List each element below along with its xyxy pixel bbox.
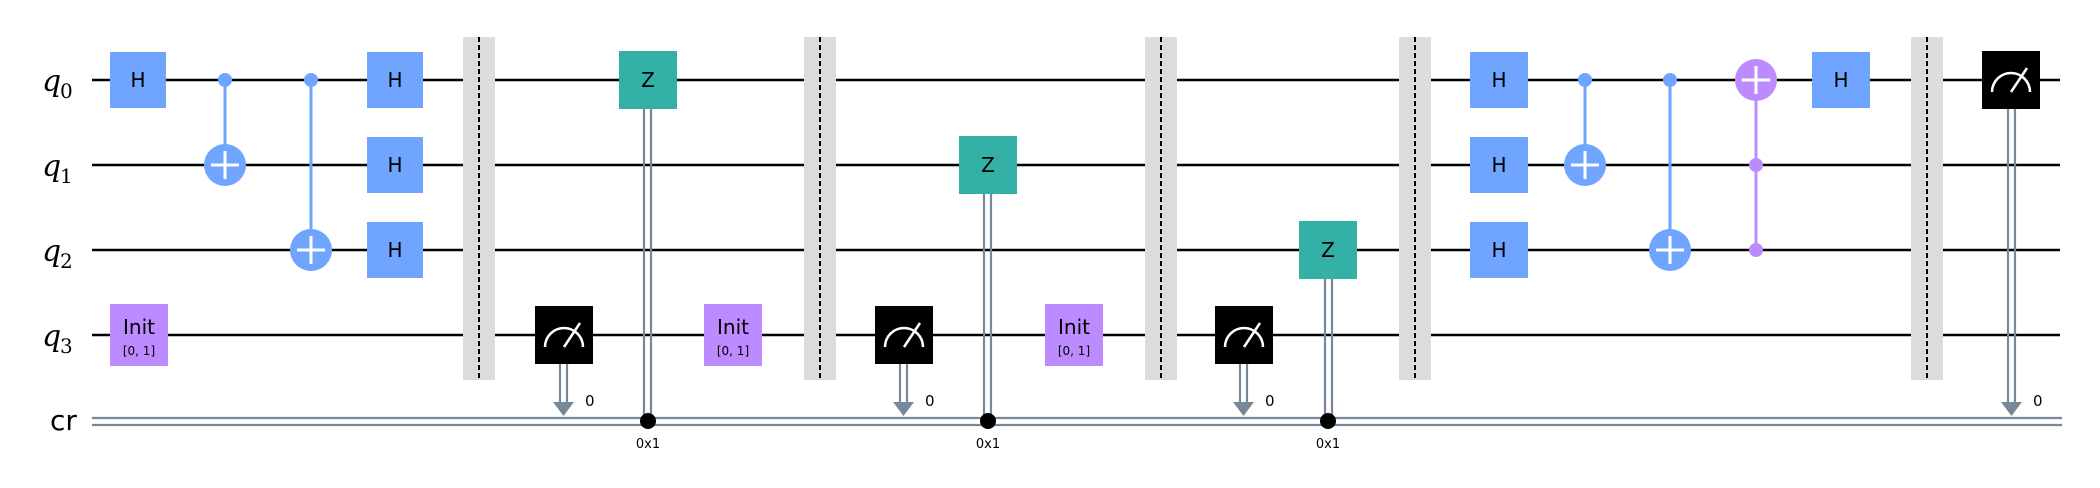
svg-text:0: 0 bbox=[2033, 392, 2043, 410]
qubit-label-q2-name: q bbox=[42, 234, 61, 269]
barrier-2 bbox=[804, 37, 836, 380]
cnot-q0-q2-2 bbox=[1649, 73, 1691, 271]
qubit-label-q2-index: 2 bbox=[60, 249, 73, 273]
svg-text:0x1: 0x1 bbox=[1316, 437, 1340, 452]
svg-text:H: H bbox=[1491, 238, 1506, 262]
qubit-label-q1-name: q bbox=[42, 149, 61, 184]
measure-q3-1: 0 bbox=[535, 306, 595, 416]
h-gate-q0-2: H bbox=[367, 52, 423, 108]
cnot-q0-q1-1 bbox=[204, 73, 246, 186]
svg-text:H: H bbox=[130, 68, 145, 92]
qubit-label-q3-index: 3 bbox=[60, 334, 73, 358]
qubit-label-q0-index: 0 bbox=[60, 79, 73, 103]
svg-text:H: H bbox=[387, 238, 402, 262]
classical-register-label: cr bbox=[50, 404, 77, 437]
svg-text:Z: Z bbox=[981, 153, 995, 177]
h-gate-q2-2: H bbox=[1470, 222, 1528, 278]
barrier-4 bbox=[1399, 37, 1431, 380]
barrier-1 bbox=[463, 37, 495, 380]
conditional-z-q0: Z 0x1 bbox=[619, 51, 677, 452]
svg-text:H: H bbox=[1833, 68, 1848, 92]
qubit-label-q3: q 3 bbox=[42, 319, 73, 358]
svg-text:[0, 1]: [0, 1] bbox=[1058, 344, 1090, 358]
h-gate-q1-1: H bbox=[367, 137, 423, 193]
init-gate-q3-1: Init [0, 1] bbox=[110, 304, 168, 366]
h-gate-q0-1: H bbox=[110, 52, 166, 108]
svg-text:[0, 1]: [0, 1] bbox=[123, 344, 155, 358]
qubit-label-q1: q 1 bbox=[42, 149, 73, 188]
h-gate-q2-1: H bbox=[367, 222, 423, 278]
svg-text:0: 0 bbox=[925, 392, 935, 410]
qubit-label-q0: q 0 bbox=[42, 64, 73, 103]
qubit-label-q3-name: q bbox=[42, 319, 61, 354]
measure-q3-3: 0 bbox=[1215, 306, 1275, 416]
measure-q0-final: 0 bbox=[1982, 51, 2043, 416]
svg-text:[0, 1]: [0, 1] bbox=[717, 344, 749, 358]
svg-text:Z: Z bbox=[641, 68, 655, 92]
measure-q3-2: 0 bbox=[875, 306, 935, 416]
svg-text:Z: Z bbox=[1321, 238, 1335, 262]
conditional-z-q1: Z 0x1 bbox=[959, 136, 1017, 452]
svg-text:0: 0 bbox=[1265, 392, 1275, 410]
toffoli-q1-q2-q0 bbox=[1735, 59, 1777, 257]
cnot-q0-q2-1 bbox=[290, 73, 332, 271]
svg-text:H: H bbox=[1491, 153, 1506, 177]
svg-text:H: H bbox=[1491, 68, 1506, 92]
barrier-3 bbox=[1145, 37, 1177, 380]
qubit-label-q1-index: 1 bbox=[60, 164, 73, 188]
svg-text:Init: Init bbox=[123, 315, 155, 339]
svg-text:H: H bbox=[387, 68, 402, 92]
svg-text:H: H bbox=[387, 153, 402, 177]
qubit-label-q2: q 2 bbox=[42, 234, 73, 273]
cnot-q0-q1-2 bbox=[1564, 73, 1606, 186]
barrier-5 bbox=[1911, 37, 1943, 380]
h-gate-q1-2: H bbox=[1470, 137, 1528, 193]
svg-text:0: 0 bbox=[585, 392, 595, 410]
conditional-z-q2: Z 0x1 bbox=[1299, 221, 1357, 452]
svg-text:Init: Init bbox=[717, 315, 749, 339]
classical-wire bbox=[92, 416, 2062, 427]
qubit-label-q0-name: q bbox=[42, 64, 61, 99]
init-gate-q3-2: Init [0, 1] bbox=[704, 304, 762, 366]
h-gate-q0-3: H bbox=[1470, 52, 1528, 108]
svg-text:Init: Init bbox=[1058, 315, 1090, 339]
h-gate-q0-4: H bbox=[1812, 52, 1870, 108]
svg-text:0x1: 0x1 bbox=[976, 437, 1000, 452]
init-gate-q3-3: Init [0, 1] bbox=[1045, 304, 1103, 366]
svg-text:0x1: 0x1 bbox=[636, 437, 660, 452]
